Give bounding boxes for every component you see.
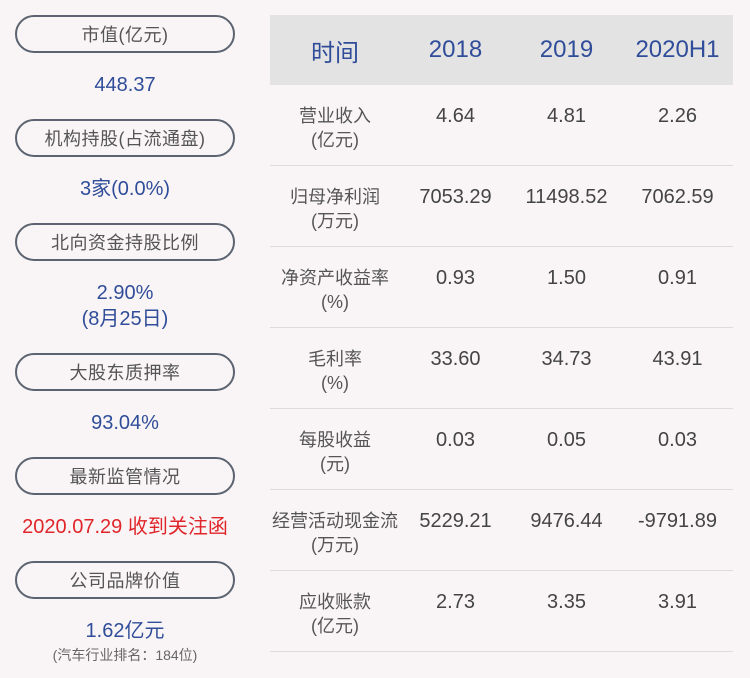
cell-2020h1: 43.91: [652, 348, 703, 370]
table-row: 应收账款 (亿元) 2.73 3.35 3.91: [270, 571, 733, 652]
cell-2019: 0.05: [547, 429, 586, 451]
label-pill-northbound-ratio: 北向资金持股比例: [15, 223, 235, 261]
row-label: 净资产收益率 (%): [281, 268, 389, 312]
cell-2018: 33.60: [430, 348, 481, 370]
value-institutional-holdings: 3家(0.0%): [79, 178, 171, 200]
header-period: 时间: [311, 39, 359, 67]
cell-2019: 9476.44: [530, 510, 603, 532]
label-pill-market-cap: 市值(亿元): [15, 15, 235, 53]
cell-2020h1: 7062.59: [641, 186, 714, 208]
cell-2019: 4.81: [547, 105, 586, 127]
label-pill-institutional-holdings: 机构持股(占流通盘): [15, 119, 235, 157]
row-label: 营业收入 (亿元): [299, 106, 371, 150]
label-pill-pledge-ratio: 大股东质押率: [15, 353, 235, 391]
table-row: 净资产收益率 (%) 0.93 1.50 0.91: [270, 247, 733, 328]
row-label: 毛利率 (%): [308, 349, 362, 393]
cell-2018: 4.64: [436, 105, 475, 127]
table-row: 经营活动现金流 (万元) 5229.21 9476.44 -9791.89: [270, 490, 733, 571]
cell-2020h1: 0.03: [658, 429, 697, 451]
table-row: 归母净利润 (万元) 7053.29 11498.52 7062.59: [270, 166, 733, 247]
brand-rank-note: (汽车行业排名：184位): [52, 647, 198, 663]
cell-2019: 34.73: [541, 348, 592, 370]
value-northbound-ratio: 2.90%: [96, 282, 154, 304]
cell-2018: 5229.21: [419, 510, 492, 532]
header-2019: 2019: [539, 36, 594, 63]
cell-2019: 3.35: [547, 591, 586, 613]
value-pledge-ratio: 93.04%: [91, 412, 159, 434]
row-label: 经营活动现金流 (万元): [272, 511, 398, 555]
value-market-cap: 448.37: [94, 74, 156, 96]
table-row: 每股收益 (元) 0.03 0.05 0.03: [270, 409, 733, 490]
cell-2020h1: 2.26: [658, 105, 697, 127]
cell-2018: 2.73: [436, 591, 475, 613]
table-header: 时间 2018 2019 2020H1: [270, 15, 733, 85]
header-2020h1: 2020H1: [635, 36, 720, 63]
label-pill-regulatory-status: 最新监管情况: [15, 457, 235, 495]
value-brand-value: 1.62亿元: [85, 620, 165, 642]
table-row: 毛利率 (%) 33.60 34.73 43.91: [270, 328, 733, 409]
cell-2020h1: 3.91: [658, 591, 697, 613]
label-pill-brand-value: 公司品牌价值: [15, 561, 235, 599]
value-regulatory-status: 2020.07.29 收到关注函: [22, 516, 228, 538]
cell-2019: 11498.52: [525, 186, 608, 208]
header-2018: 2018: [428, 36, 483, 63]
cell-2019: 1.50: [547, 267, 586, 289]
cell-2020h1: 0.91: [658, 267, 697, 289]
cell-2018: 0.03: [436, 429, 475, 451]
row-label: 应收账款 (亿元): [299, 592, 371, 636]
cell-2018: 0.93: [436, 267, 475, 289]
table-row: 营业收入 (亿元) 4.64 4.81 2.26: [270, 85, 733, 166]
financial-table: 时间 2018 2019 2020H1 营业收入 (亿元) 4.64 4.81 2…: [270, 15, 733, 652]
value-northbound-date: (8月25日): [81, 308, 169, 330]
cell-2020h1: -9791.89: [638, 510, 717, 532]
row-label: 每股收益 (元): [299, 430, 371, 474]
cell-2018: 7053.29: [419, 186, 492, 208]
row-label: 归母净利润 (万元): [290, 187, 380, 231]
